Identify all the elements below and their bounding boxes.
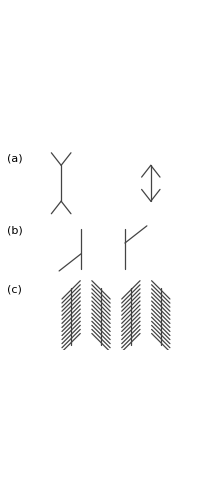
Text: (c): (c) (7, 285, 22, 295)
Text: (b): (b) (7, 225, 23, 235)
Text: (a): (a) (7, 154, 23, 164)
